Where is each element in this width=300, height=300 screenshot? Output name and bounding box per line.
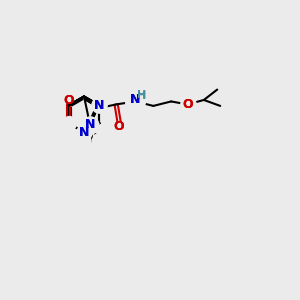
Text: N: N	[79, 126, 89, 139]
Text: O: O	[63, 94, 74, 107]
Text: N: N	[79, 126, 89, 139]
Text: N: N	[130, 94, 141, 106]
Text: N: N	[85, 118, 95, 131]
Text: N: N	[94, 99, 105, 112]
Text: O: O	[114, 120, 124, 133]
Text: O: O	[182, 98, 193, 111]
Text: O: O	[182, 98, 193, 111]
Text: O: O	[114, 120, 124, 133]
Text: N: N	[130, 94, 141, 106]
Text: N: N	[85, 118, 95, 131]
Text: O: O	[63, 94, 74, 107]
Text: N: N	[94, 99, 105, 112]
Text: H: H	[137, 91, 147, 101]
Text: H: H	[137, 90, 147, 100]
